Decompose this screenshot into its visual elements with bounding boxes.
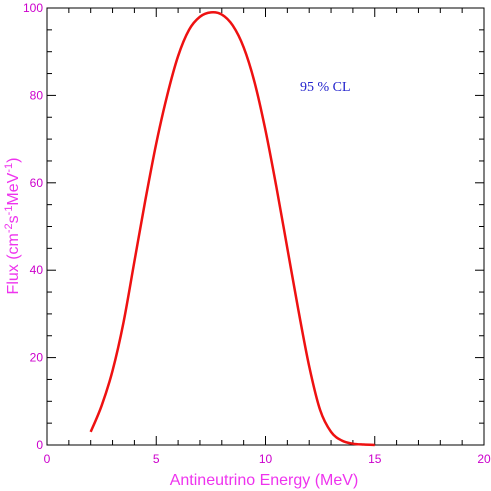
y-axis-title-part: MeV (5, 172, 22, 205)
y-tick-label: 60 (30, 176, 44, 190)
y-axis-title-part: s (5, 215, 22, 223)
y-axis-title-superscript: -1 (3, 163, 15, 173)
y-tick-label: 20 (30, 351, 44, 365)
y-axis-title-part: ) (5, 158, 22, 163)
axes: 0 5 10 15 20 0 20 40 60 80 100 (23, 1, 491, 466)
y-axis-title-superscript: -1 (3, 206, 15, 216)
x-tick-label: 15 (368, 452, 382, 466)
series-layer (89, 11, 375, 447)
flux-curve (89, 11, 375, 447)
x-tick-label: 5 (153, 452, 160, 466)
x-axis-title: Antineutrino Energy (MeV) (170, 472, 359, 489)
y-tick-label: 40 (30, 263, 44, 277)
y-axis-title-part: Flux (cm (5, 233, 22, 294)
y-tick-label: 100 (23, 1, 43, 15)
y-axis-title-superscript: -2 (3, 223, 15, 233)
y-tick-label: 0 (36, 438, 43, 452)
x-tick-label: 10 (259, 452, 273, 466)
x-tick-label: 20 (477, 452, 491, 466)
annotation-cl: 95 % CL (300, 80, 351, 95)
y-tick-label: 80 (30, 88, 44, 102)
x-tick-label: 0 (44, 452, 51, 466)
y-axis-title: Flux (cm-2s-1MeV-1) (3, 158, 22, 295)
